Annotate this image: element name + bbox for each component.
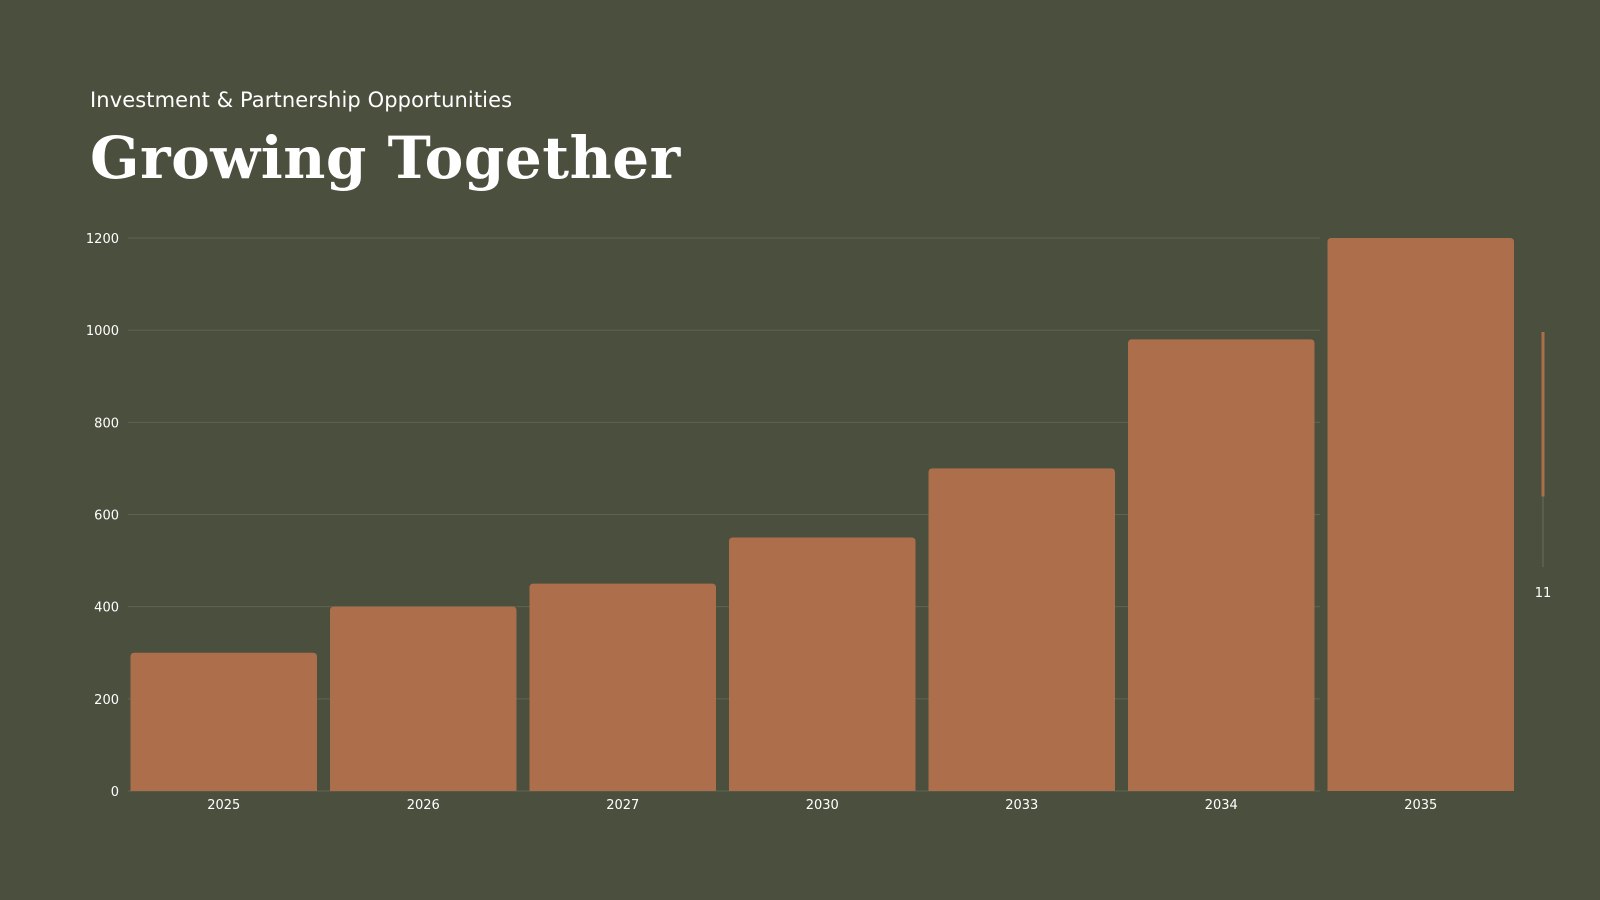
y-tick-label: 600 [94,509,119,524]
y-tick-label: 0 [111,785,119,800]
x-tick-label-2030: 2030 [806,798,839,813]
slide-subtitle: Investment & Partnership Opportunities [90,88,513,112]
x-tick-label-2035: 2035 [1404,798,1437,813]
bar-layer [130,238,1515,791]
bar-2035[interactable] [1327,238,1515,791]
y-axis: 0 200 400 600 800 1000 1200 [86,232,119,800]
side-indicator[interactable]: 11 [1535,332,1552,601]
x-tick-label-2027: 2027 [606,798,639,813]
y-tick-label: 400 [94,601,119,616]
grid-layer [128,237,1320,792]
bar-2034[interactable] [1128,339,1315,791]
x-tick-label-2025: 2025 [207,798,240,813]
x-tick-label-2026: 2026 [407,798,440,813]
x-axis: 2025 2026 2027 2030 2033 2034 2035 [207,798,1437,813]
y-tick-label: 200 [94,693,119,708]
slide-title: Growing Together [90,124,681,192]
bar-2026[interactable] [330,606,517,791]
bar-2033[interactable] [928,468,1116,791]
bar-2025[interactable] [130,652,318,791]
indicator-label: 11 [1535,586,1552,601]
bar-2030[interactable] [729,537,916,791]
x-tick-label-2034: 2034 [1205,798,1238,813]
y-tick-label: 1000 [86,324,119,339]
y-tick-label: 800 [94,416,119,431]
x-tick-label-2033: 2033 [1005,798,1038,813]
y-tick-label: 1200 [86,232,119,247]
bar-2027[interactable] [529,583,717,791]
